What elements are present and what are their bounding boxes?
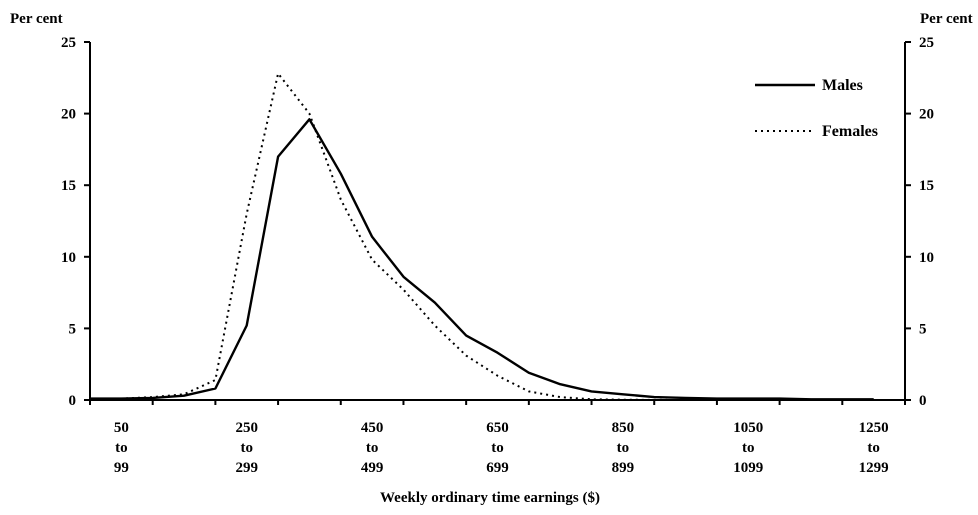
data-point-females: [309, 113, 310, 114]
x-axis-label: Weekly ordinary time earnings ($): [380, 490, 600, 506]
x-tick-label: 899: [612, 460, 635, 476]
data-point-males: [277, 156, 278, 157]
y-tick-label-right: 20: [919, 107, 934, 123]
series-line-males: [90, 118, 874, 401]
data-point-males: [340, 173, 341, 174]
data-point-males: [654, 397, 655, 398]
data-point-males: [403, 276, 404, 277]
y-tick-label-right: 15: [919, 178, 934, 194]
y-tick-label-right: 10: [919, 250, 934, 266]
y-tick-label-left: 0: [69, 393, 77, 409]
x-tick-label: 99: [114, 460, 129, 476]
y-tick-label-left: 15: [61, 178, 76, 194]
data-point-females: [528, 391, 529, 392]
data-point-females: [403, 289, 404, 290]
data-point-females: [183, 394, 184, 395]
data-point-males: [685, 397, 686, 398]
x-tick-label: 50: [114, 420, 129, 436]
data-point-females: [654, 399, 655, 400]
x-tick-label: to: [366, 440, 379, 456]
data-point-females: [215, 379, 216, 380]
y-tick-label-right: 0: [919, 393, 927, 409]
x-tick-label: 1299: [859, 460, 889, 476]
y-tick-label-right: 25: [919, 35, 934, 51]
data-point-females: [685, 399, 686, 400]
data-point-females: [748, 399, 749, 400]
x-tick-label: to: [491, 440, 504, 456]
data-point-females: [466, 355, 467, 356]
series-line-females: [90, 72, 874, 401]
x-tick-label: to: [617, 440, 630, 456]
y-axis-label-left: Per cent: [10, 11, 63, 27]
x-tick-label: 499: [361, 460, 384, 476]
data-point-females: [121, 398, 122, 399]
data-point-males: [779, 398, 780, 399]
data-point-females: [560, 397, 561, 398]
data-point-males: [622, 394, 623, 395]
data-point-females: [89, 398, 90, 399]
series-group: [89, 72, 874, 401]
data-point-females: [842, 399, 843, 400]
data-point-females: [340, 199, 341, 200]
data-point-females: [497, 375, 498, 376]
data-point-females: [246, 213, 247, 214]
x-tick-label: to: [115, 440, 128, 456]
data-point-females: [873, 399, 874, 400]
x-tick-label: to: [240, 440, 253, 456]
data-point-males: [466, 335, 467, 336]
data-point-females: [277, 73, 278, 74]
x-tick-label: 299: [235, 460, 258, 476]
x-tick-label: 650: [486, 420, 509, 436]
data-point-males: [215, 388, 216, 389]
y-tick-label-left: 5: [69, 321, 77, 337]
y-tick-label-left: 10: [61, 250, 76, 266]
data-point-females: [591, 399, 592, 400]
data-point-females: [622, 399, 623, 400]
x-tick-label: 1250: [859, 420, 889, 436]
legend: Males Females: [755, 77, 878, 140]
data-point-males: [246, 325, 247, 326]
x-tick-label: 850: [612, 420, 635, 436]
x-tick-label: 699: [486, 460, 509, 476]
x-tick-label: 1099: [733, 460, 763, 476]
data-point-males: [434, 302, 435, 303]
x-tick-label: 1050: [733, 420, 763, 436]
data-point-males: [309, 119, 310, 120]
data-point-females: [434, 325, 435, 326]
data-point-males: [497, 352, 498, 353]
data-point-males: [716, 398, 717, 399]
x-tick-label: 450: [361, 420, 384, 436]
data-point-females: [810, 399, 811, 400]
x-tick-label: to: [867, 440, 880, 456]
legend-label-females: Females: [822, 123, 878, 140]
data-point-males: [183, 395, 184, 396]
data-point-males: [748, 398, 749, 399]
x-tick-label: to: [742, 440, 755, 456]
data-point-females: [152, 397, 153, 398]
y-tick-label-right: 5: [919, 321, 927, 337]
data-point-males: [591, 391, 592, 392]
legend-label-males: Males: [822, 77, 863, 94]
x-tick-label: 250: [235, 420, 258, 436]
y-tick-label-left: 20: [61, 107, 76, 123]
axes-group: 0 0 5 5 10 10 15 15 20 20 25 25 50 to 99 250 to 299 450 to 4…: [61, 35, 934, 476]
data-point-males: [560, 384, 561, 385]
data-point-females: [372, 259, 373, 260]
y-axis-label-right: Per cent: [920, 11, 973, 27]
data-point-males: [528, 372, 529, 373]
data-point-females: [779, 399, 780, 400]
data-point-males: [372, 236, 373, 237]
data-point-females: [716, 399, 717, 400]
y-tick-label-left: 25: [61, 35, 76, 51]
